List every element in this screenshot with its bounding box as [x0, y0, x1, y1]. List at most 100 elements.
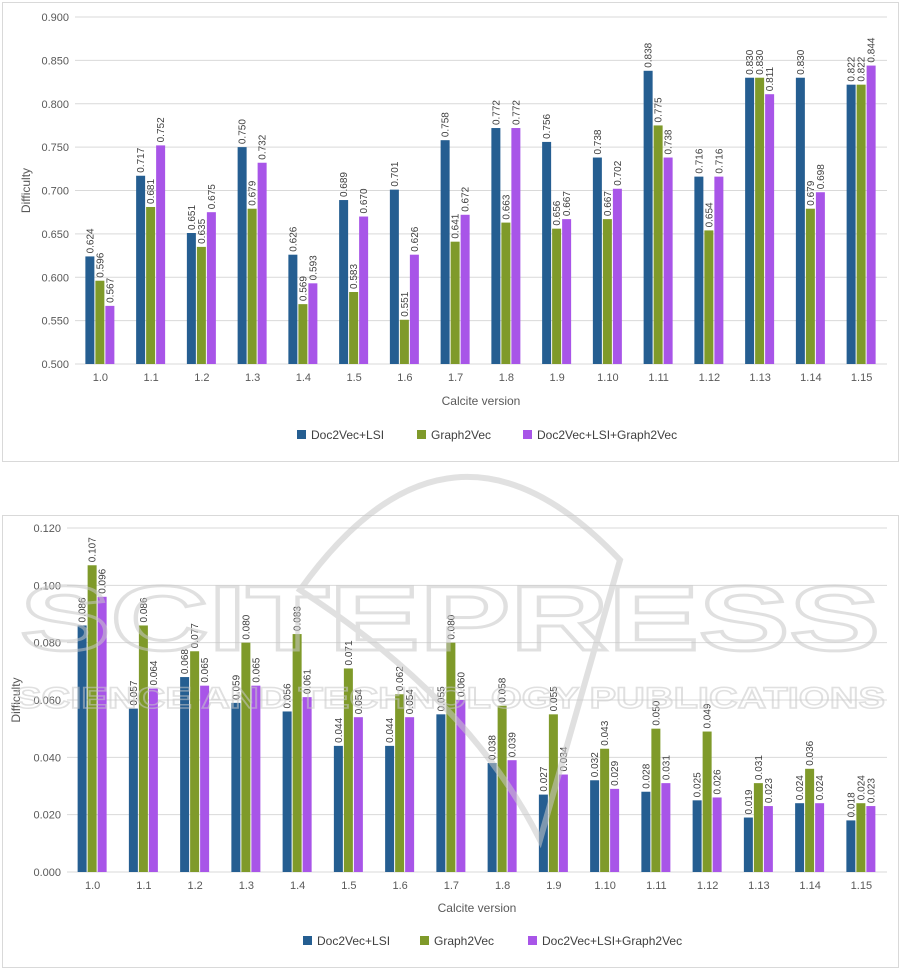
bar: [548, 714, 558, 872]
data-label: 0.551: [400, 291, 411, 316]
data-label: 0.738: [593, 129, 604, 154]
bar: [846, 84, 856, 364]
bar: [501, 222, 511, 364]
bar: [196, 246, 206, 364]
x-tick-label: 1.6: [392, 880, 407, 892]
data-label: 0.024: [795, 775, 806, 800]
bar: [247, 208, 257, 364]
y-tick-label: 0.850: [41, 55, 69, 67]
data-label: 0.080: [446, 614, 457, 639]
y-tick-label: 0.550: [41, 316, 69, 328]
data-label: 0.702: [613, 160, 624, 185]
data-label: 0.681: [146, 179, 157, 204]
data-label: 0.060: [456, 672, 467, 697]
data-label: 0.049: [703, 703, 714, 728]
bar: [389, 189, 399, 364]
bar: [399, 319, 409, 364]
data-label: 0.717: [136, 147, 147, 172]
bar: [694, 176, 704, 364]
data-label: 0.059: [231, 674, 242, 699]
x-tick-label: 1.3: [239, 880, 254, 892]
y-tick-label: 0.060: [33, 695, 61, 707]
data-label: 0.071: [344, 640, 355, 665]
bar: [653, 125, 663, 364]
data-label: 0.844: [867, 37, 878, 62]
x-tick-label: 1.6: [397, 372, 412, 384]
bar: [190, 651, 200, 872]
data-label: 0.716: [694, 148, 705, 173]
x-tick-label: 1.2: [187, 880, 202, 892]
x-tick-label: 1.7: [444, 880, 459, 892]
y-axis-title: Difficulty: [19, 168, 33, 213]
data-label: 0.044: [385, 717, 396, 742]
data-label: 0.626: [410, 226, 421, 251]
bar: [552, 228, 562, 364]
x-tick-label: 1.13: [749, 372, 770, 384]
bar: [298, 304, 308, 364]
data-label: 0.750: [238, 119, 249, 144]
x-tick-label: 1.8: [495, 880, 510, 892]
bar: [815, 192, 825, 364]
bar: [558, 774, 568, 872]
x-axis-title: Calcite version: [438, 901, 517, 915]
data-label: 0.044: [334, 717, 345, 742]
bar: [612, 188, 622, 364]
data-label: 0.635: [197, 218, 208, 243]
x-tick-label: 1.4: [290, 880, 305, 892]
x-tick-label: 1.14: [800, 372, 821, 384]
bar: [85, 256, 95, 364]
data-label: 0.758: [441, 112, 452, 137]
bar: [610, 788, 620, 872]
bar: [308, 283, 318, 364]
data-label: 0.689: [339, 172, 350, 197]
data-label: 0.027: [539, 766, 550, 791]
data-label: 0.025: [693, 772, 704, 797]
bar: [282, 711, 292, 872]
bar: [128, 708, 138, 872]
data-label: 0.663: [501, 194, 512, 219]
y-tick-label: 0.020: [33, 810, 61, 822]
bar: [257, 162, 267, 364]
x-tick-label: 1.5: [341, 880, 356, 892]
data-label: 0.029: [610, 760, 621, 785]
bar: [186, 233, 196, 364]
x-tick-label: 1.9: [549, 372, 564, 384]
x-tick-label: 1.15: [851, 372, 872, 384]
y-tick-label: 0.900: [41, 12, 69, 24]
y-tick-label: 0.600: [41, 272, 69, 284]
bar: [815, 803, 825, 872]
bar: [856, 84, 866, 364]
bar: [95, 280, 105, 364]
legend-label: Doc2Vec+LSI+Graph2Vec: [537, 428, 677, 442]
bar: [138, 625, 148, 872]
data-label: 0.096: [98, 568, 109, 593]
bar: [641, 791, 651, 872]
data-label: 0.698: [816, 164, 827, 189]
bar: [702, 731, 712, 872]
bar: [643, 70, 653, 364]
y-tick-label: 0.700: [41, 186, 69, 198]
legend-label: Doc2Vec+LSI: [317, 934, 390, 948]
x-tick-label: 1.9: [546, 880, 561, 892]
data-label: 0.024: [815, 775, 826, 800]
data-label: 0.752: [156, 117, 167, 142]
data-label: 0.068: [180, 649, 191, 674]
bar: [590, 780, 600, 872]
x-tick-label: 1.10: [594, 880, 615, 892]
data-label: 0.054: [405, 689, 416, 714]
bar: [487, 763, 497, 872]
data-label: 0.050: [651, 700, 662, 725]
data-label: 0.038: [488, 735, 499, 760]
bar: [251, 685, 261, 872]
data-label: 0.023: [764, 778, 775, 803]
data-label: 0.031: [754, 755, 765, 780]
y-tick-label: 0.650: [41, 229, 69, 241]
bar: [156, 145, 166, 364]
difficulty-chart-bottom: 0.000 0.020 0.040 0.060 0.080 0.100 0.120 0.086…: [9, 523, 887, 948]
bar: [206, 212, 216, 364]
data-label: 0.679: [806, 180, 817, 205]
data-label: 0.031: [661, 755, 672, 780]
bar: [714, 176, 724, 364]
bar: [745, 77, 755, 364]
bar: [507, 760, 517, 872]
